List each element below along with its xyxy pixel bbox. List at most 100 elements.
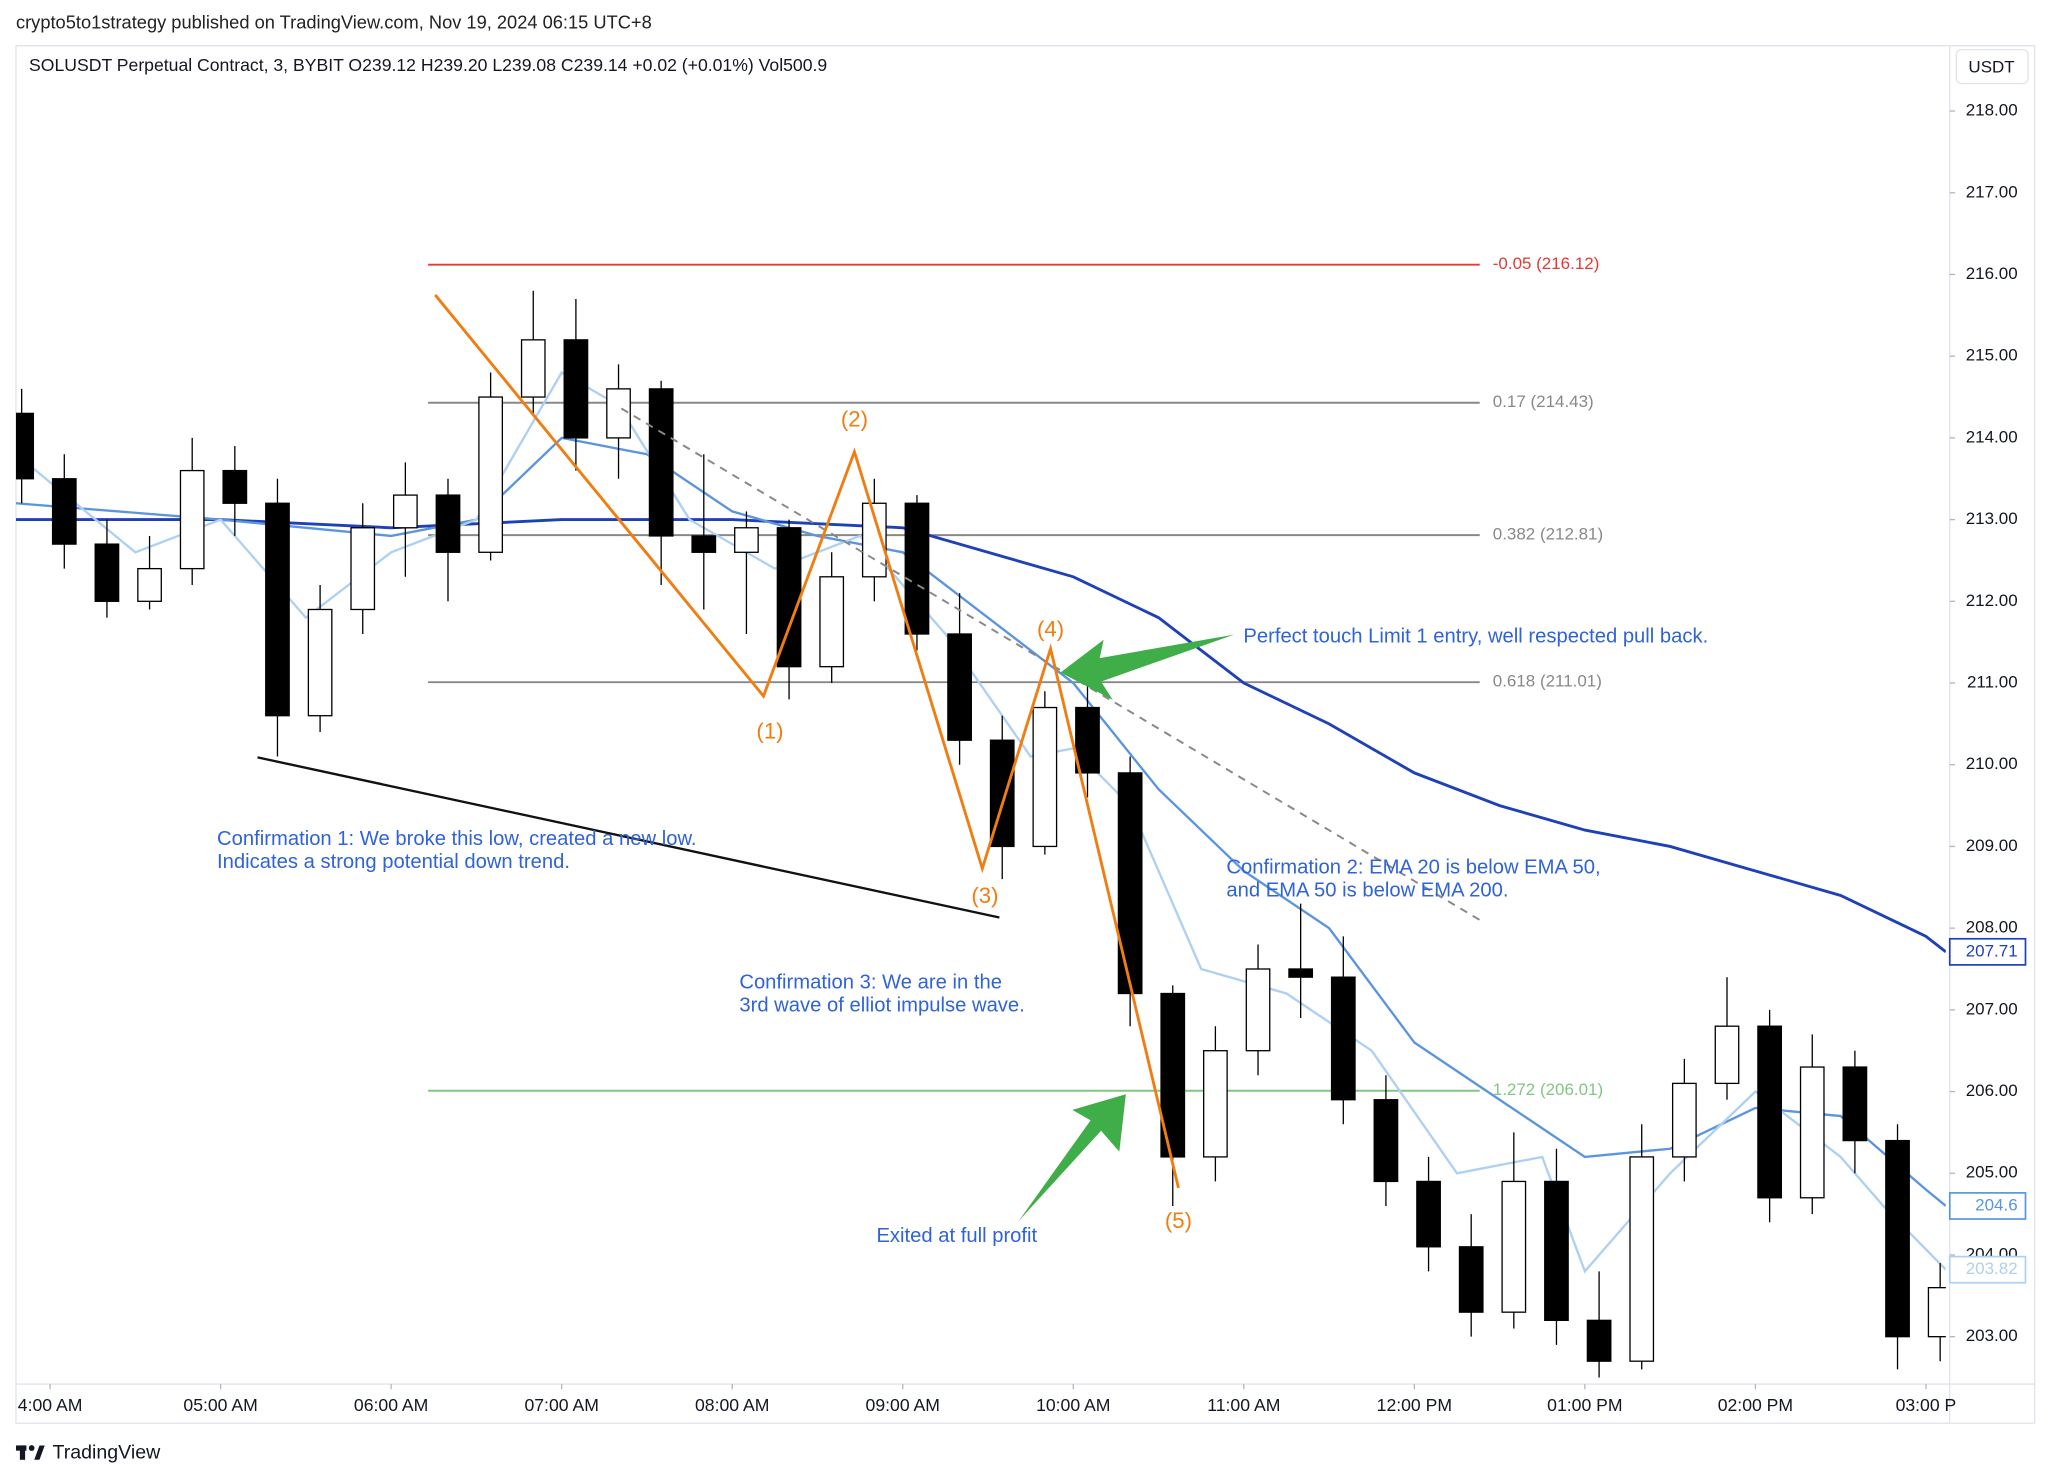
ema-line [15,436,1946,1207]
x-tick-label: 06:00 AM [354,1395,428,1415]
candle-body [1117,772,1143,995]
publisher: crypto5to1strategy published on TradingV… [16,11,652,32]
price-badge-label: 207.71 [1966,941,2018,960]
candle-body [691,535,717,553]
currency[interactable]: USDT [1968,57,2014,76]
wave-label: (5) [1165,1208,1192,1233]
candle-body [1203,1050,1228,1158]
candle-body [1330,976,1356,1101]
candle-body [1757,1025,1783,1199]
candle-body [1245,968,1271,1052]
candle-body [435,494,461,553]
fib-label: 0.382 (212.81) [1493,525,1603,544]
candle-body [734,527,759,553]
y-tick-label: 214.00 [1966,427,2018,446]
candle-body [15,412,35,480]
y-tick-label: 215.00 [1966,346,2018,365]
candle-body [563,339,589,439]
candle-body [265,502,290,717]
wave-label: (2) [841,406,868,431]
y-tick-label: 203.00 [1966,1326,2018,1345]
candle-body [1927,1287,1946,1338]
candle-body [947,633,972,741]
annotation: and EMA 50 is below EMA 200. [1226,880,1508,902]
annotation: Exited at full profit [876,1225,1037,1247]
annotation: Confirmation 1: We broke this low, creat… [217,828,697,850]
candle-body [520,339,546,398]
price-badge-label: 203.82 [1966,1259,2018,1278]
annotation: 3rd wave of elliot impulse wave. [739,994,1024,1016]
footer-brand: TradingView [53,1441,162,1463]
candle-body [392,494,418,529]
annotation: Confirmation 3: We are in the [739,972,1002,994]
candle-body [1075,706,1100,774]
arrow [1018,1094,1126,1221]
y-tick-label: 211.00 [1967,673,2018,692]
fib-label: 0.17 (214.43) [1493,392,1594,411]
y-tick-label: 208.00 [1966,918,2018,937]
frame [15,45,2036,1424]
x-tick-label: 03:00 P [1896,1395,1957,1415]
wave-label: (4) [1037,616,1064,641]
candle-body [1160,992,1186,1158]
candle-body [1842,1066,1868,1142]
x-tick-label: 01:00 PM [1547,1395,1622,1415]
arrow [1060,634,1235,700]
candle-body [904,502,930,635]
candle-body [606,388,631,439]
symbol-info: SOLUSDT Perpetual Contract, 3, BYBIT O23… [29,55,827,75]
candle-body [1288,968,1314,978]
fib-label: 0.618 (211.01) [1493,672,1602,691]
candle-body [1373,1099,1399,1183]
x-tick-label: 10:00 AM [1036,1395,1110,1415]
x-tick-label: 11:00 AM [1207,1395,1280,1415]
annotation: Confirmation 2: EMA 20 is below EMA 50, [1226,857,1600,879]
x-tick-label: 12:00 PM [1377,1395,1452,1415]
wave-label: (1) [756,719,783,744]
x-tick-label: 05:00 AM [183,1395,257,1415]
wave-label: (3) [971,883,998,908]
candle-body [179,469,205,570]
currency-button[interactable] [1955,48,2029,85]
candle-body [648,388,674,537]
candle-body [819,576,845,668]
candle-body [1586,1319,1612,1362]
y-tick-label: 213.00 [1966,509,2018,528]
candle-body [94,543,120,602]
fib-label: 1.272 (206.01) [1493,1080,1603,1099]
candle-body [1032,706,1058,848]
candle-body [1544,1180,1569,1321]
ema-line [15,518,1946,953]
candle-body [1629,1156,1655,1362]
candle-body [1458,1246,1484,1313]
elliott-wave [434,293,1180,1189]
candle-body [51,478,77,545]
price-badge [1948,1192,2027,1220]
y-tick-label: 216.00 [1966,264,2018,283]
candle-body [137,567,162,602]
candle-body [1885,1139,1910,1338]
plot [15,263,1946,1378]
candle-body [1416,1180,1441,1248]
x-tick-label: 4:00 AM [18,1395,83,1415]
candle-body [861,502,887,578]
price-badge-label: 204.6 [1975,1195,2017,1214]
candle-body [1671,1082,1697,1158]
candle-body [1799,1066,1825,1199]
candle-body [1501,1180,1527,1313]
price-badge [1948,1255,2027,1284]
y-tick-label: 205.00 [1966,1163,2018,1182]
annotation: Indicates a strong potential down trend. [217,851,570,873]
x-tick-label: 02:00 PM [1718,1395,1793,1415]
candle-body [1714,1025,1740,1085]
y-tick-label: 212.00 [1966,591,2018,610]
trend-line [257,756,1000,919]
annotation: Perfect touch Limit 1 entry, well respec… [1243,626,1708,648]
logo [15,1445,45,1460]
y-tick-label: 209.00 [1966,836,2018,855]
x-tick-label: 09:00 AM [866,1395,940,1415]
candle-body [222,469,248,504]
ema-line [15,370,1946,1274]
y-tick-label: 206.00 [1966,1081,2018,1100]
